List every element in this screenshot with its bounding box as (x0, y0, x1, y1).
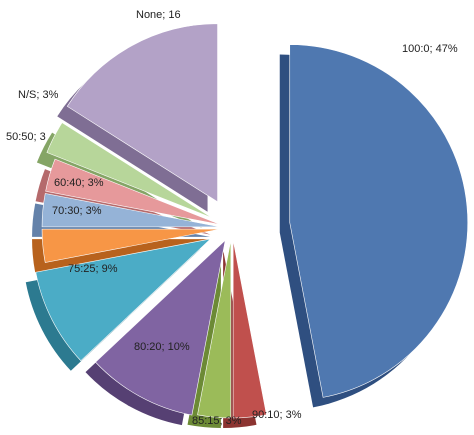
pie-slice-85-15 (197, 239, 232, 419)
data-label-100-0: 100:0; 47% (402, 43, 458, 55)
pie-slice-80-20 (95, 239, 226, 416)
data-label-80-20: 80:20; 10% (134, 341, 190, 353)
data-label-75-25: 75:25; 9% (68, 263, 118, 275)
pie-slice-50-50 (45, 158, 221, 225)
pie-slice-90-10 (232, 239, 267, 419)
data-label-none: None; 16 (136, 9, 181, 21)
pie-slice-70-30 (41, 228, 221, 263)
data-label-50-50: 50:50; 3 (6, 131, 46, 143)
pie-slice-60-40 (41, 193, 221, 228)
data-label-70-30: 70:30; 3% (52, 205, 102, 217)
pie-slices-layer (35, 23, 468, 419)
pie-slice-100-0 (289, 44, 468, 398)
pie-slice-n-s (46, 122, 213, 219)
pie-slice-none (66, 23, 218, 203)
data-label-85-15: 85:15; 3% (192, 415, 242, 427)
data-label-90-10: 90:10; 3% (252, 409, 302, 421)
data-label-n-s: N/S; 3% (18, 89, 59, 101)
pie-slice-75-25 (35, 238, 212, 362)
pie-labels-layer: 100:0; 47% 90:10; 3% 85:15; 3% 80:20; 10% 75… (6, 9, 458, 427)
data-label-60-40: 60:40; 3% (54, 177, 104, 189)
